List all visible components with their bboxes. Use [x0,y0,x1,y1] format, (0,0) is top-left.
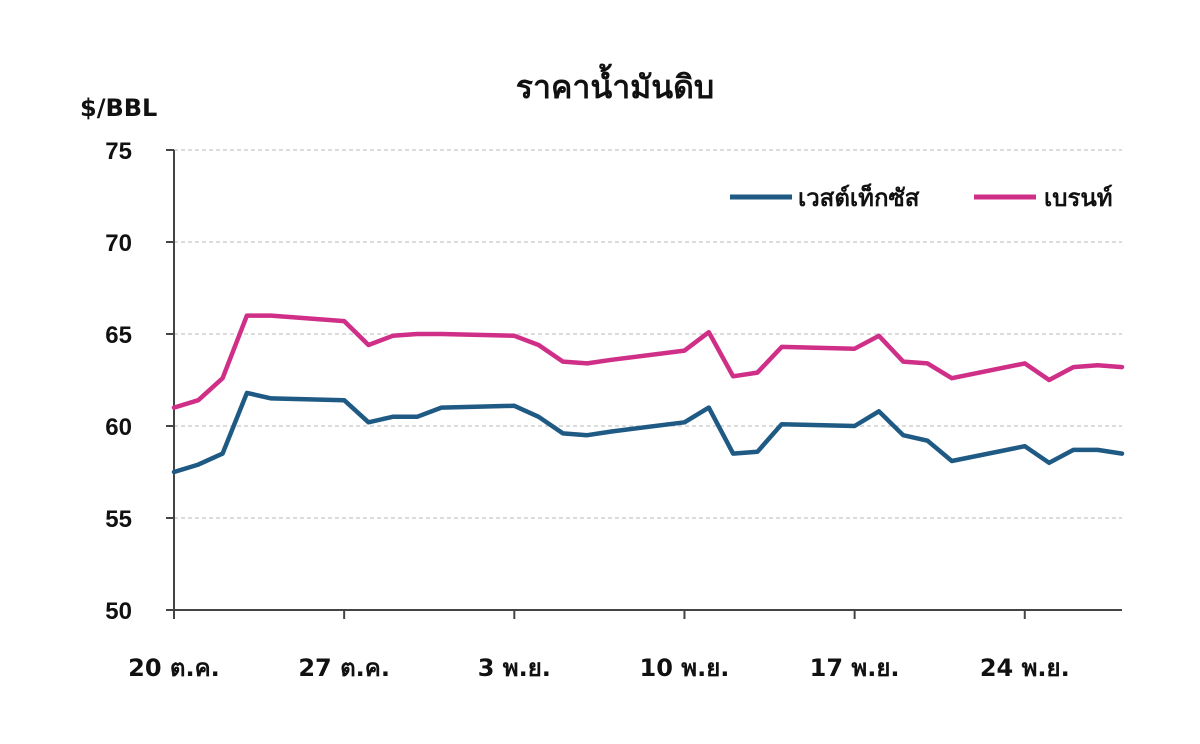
gridlines [174,149,1122,519]
x-tick-label-5: 24 พ.ย. [980,654,1070,682]
legend: เวสต์เท็กซัส เบรนท์ [730,183,1113,212]
y-axis-ticks: 50 55 60 65 70 75 [105,138,174,625]
y-tick-label-55: 55 [105,506,132,533]
x-tick-label-1: 27 ต.ค. [298,654,390,682]
x-tick-label-4: 17 พ.ย. [810,654,900,682]
legend-label-west-texas: เวสต์เท็กซัส [798,183,920,212]
chart-title: ราคาน้ำมันดิบ [516,63,714,106]
series-line-1 [171,313,1125,410]
x-axis-ticks: 20 ต.ค. 27 ต.ค. 3 พ.ย. 10 พ.ย. 17 พ.ย. 24 พ.ย… [128,610,1070,682]
y-tick-label-65: 65 [105,322,132,349]
y-tick-label-75: 75 [105,138,132,165]
x-tick-label-2: 3 พ.ย. [478,654,551,682]
y-tick-label-70: 70 [105,230,132,257]
x-tick-label-3: 10 พ.ย. [640,654,730,682]
y-tick-label-50: 50 [105,598,132,625]
legend-label-brent: เบรนท์ [1044,184,1113,212]
series-line-0 [171,390,1125,475]
y-tick-label-60: 60 [105,414,132,441]
y-axis-unit-label: $/BBL [80,94,157,122]
series-lines [171,313,1125,475]
x-tick-label-0: 20 ต.ค. [128,654,220,682]
